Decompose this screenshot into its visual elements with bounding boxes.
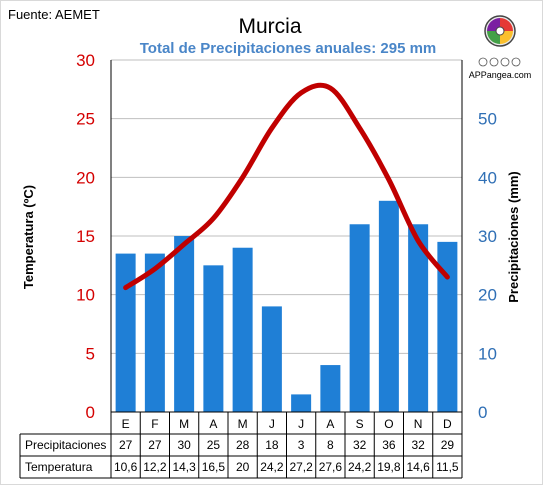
- category-label-7: A: [326, 417, 334, 431]
- left-tick-6: 30: [76, 51, 95, 70]
- category-label-4: M: [238, 417, 248, 431]
- brand-logo: APPangea.com: [469, 15, 532, 80]
- temperature-point-9: [388, 179, 389, 180]
- temperature-point-5: [271, 128, 272, 129]
- bar-8: [349, 224, 370, 412]
- table-row-label-precip: Precipitaciones: [25, 438, 106, 452]
- temperature-point-0: [125, 287, 126, 288]
- right-axis-ticks: 0 10 20 30 40 50: [478, 110, 497, 422]
- right-tick-2: 20: [478, 286, 497, 305]
- gridlines: [111, 59, 462, 354]
- left-tick-4: 20: [76, 168, 95, 187]
- category-label-10: N: [414, 417, 423, 431]
- table-cell-precip-9: 36: [382, 438, 396, 452]
- temperature-point-10: [418, 240, 419, 241]
- nc-icon: [500, 57, 510, 67]
- bar-6: [291, 394, 312, 412]
- bar-5: [261, 306, 282, 412]
- table-cell-temp-4: 20: [236, 460, 250, 474]
- brand-logo-piece-yellow: [500, 31, 513, 44]
- source-label: Fuente: AEMET: [8, 7, 100, 22]
- table-cell-temp-8: 24,2: [348, 460, 372, 474]
- table-cell-precip-7: 8: [327, 438, 334, 452]
- chart-title: Murcia: [238, 15, 301, 38]
- right-tick-1: 10: [478, 344, 497, 363]
- brand-logo-piece-purple: [487, 18, 500, 31]
- category-label-1: F: [151, 417, 158, 431]
- left-tick-3: 15: [76, 227, 95, 246]
- table-cell-precip-4: 28: [236, 438, 250, 452]
- temperature-line: [123, 82, 450, 291]
- left-tick-2: 10: [76, 286, 95, 305]
- line-series: [123, 82, 450, 291]
- temperature-point-11: [447, 277, 448, 278]
- cc-icon: [478, 57, 488, 67]
- bar-7: [320, 365, 341, 412]
- bar-series: [115, 200, 458, 412]
- temperature-point-2: [184, 244, 185, 245]
- brand-logo-piece-green: [487, 31, 500, 44]
- bar-9: [378, 200, 399, 412]
- table-cell-precip-8: 32: [353, 438, 367, 452]
- left-tick-0: 0: [86, 403, 95, 422]
- table-cell-temp-10: 14,6: [406, 460, 430, 474]
- data-table: E F M A M J J A S O N D Precipitaciones 27 27 30 25 28 18 3…: [19, 412, 463, 479]
- category-label-3: A: [209, 417, 217, 431]
- left-axis-ticks: 0 5 10 15 20 25 30: [76, 51, 95, 422]
- temperature-point-8: [359, 128, 360, 129]
- table-cell-temp-3: 16,5: [202, 460, 226, 474]
- bar-2: [174, 236, 195, 412]
- bar-3: [203, 265, 224, 412]
- category-label-6: J: [298, 417, 304, 431]
- category-label-11: D: [443, 417, 452, 431]
- sa-icon: [511, 57, 521, 67]
- left-tick-5: 25: [76, 110, 95, 129]
- table-cell-temp-6: 27,2: [289, 460, 313, 474]
- bar-4: [232, 247, 253, 412]
- table-cell-precip-11: 29: [441, 438, 455, 452]
- right-axis-title: Precipitaciones (mm): [506, 171, 521, 303]
- category-label-8: S: [356, 417, 364, 431]
- left-tick-1: 5: [86, 344, 95, 363]
- brand-logo-piece-red: [500, 18, 513, 31]
- table-cell-precip-10: 32: [411, 438, 425, 452]
- table-cell-temp-2: 14,3: [172, 460, 196, 474]
- table-cell-temp-1: 12,2: [143, 460, 167, 474]
- table-cell-temp-11: 11,5: [436, 460, 459, 474]
- table-cell-precip-6: 3: [298, 438, 305, 452]
- table-cell-precip-3: 25: [207, 438, 221, 452]
- right-tick-3: 30: [478, 227, 497, 246]
- bar-0: [115, 253, 136, 412]
- left-axis-title: Temperatura (ºC): [21, 185, 36, 289]
- category-label-0: E: [122, 417, 130, 431]
- table-cell-temp-7: 27,6: [319, 460, 343, 474]
- table-cell-temp-9: 19,8: [377, 460, 401, 474]
- brand-logo-center: [495, 26, 505, 36]
- by-icon: [489, 57, 499, 67]
- bar-1: [144, 253, 165, 412]
- category-label-2: M: [179, 417, 189, 431]
- temperature-point-4: [242, 177, 243, 178]
- table-cell-precip-2: 30: [177, 438, 191, 452]
- table-cell-precip-1: 27: [148, 438, 162, 452]
- temperature-point-1: [154, 268, 155, 269]
- bar-11: [437, 241, 458, 412]
- category-label-9: O: [384, 417, 393, 431]
- temperature-point-7: [330, 88, 331, 89]
- temperature-point-3: [213, 218, 214, 219]
- right-tick-0: 0: [478, 403, 487, 422]
- table-cell-precip-0: 27: [119, 438, 133, 452]
- table-cell-temp-5: 24,2: [260, 460, 284, 474]
- table-cell-precip-5: 18: [265, 438, 279, 452]
- table-cell-temp-0: 10,6: [114, 460, 138, 474]
- temperature-point-6: [301, 92, 302, 93]
- chart-subtitle: Total de Precipitaciones anuales: 295 mm: [140, 40, 437, 57]
- table-row-label-temp: Temperatura: [25, 460, 93, 474]
- category-label-5: J: [269, 417, 275, 431]
- right-tick-5: 50: [478, 110, 497, 129]
- brand-text: APPangea.com: [469, 70, 532, 80]
- right-tick-4: 40: [478, 168, 497, 187]
- bar-10: [408, 224, 429, 412]
